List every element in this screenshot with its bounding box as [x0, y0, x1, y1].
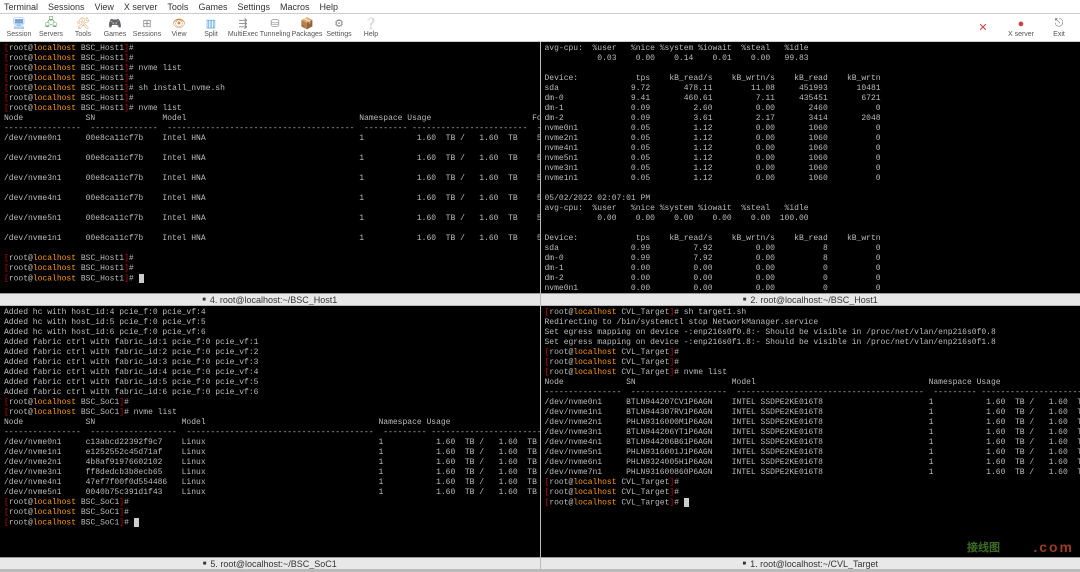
tool-help[interactable]: ❔Help	[356, 15, 386, 41]
split-icon: ▥	[204, 17, 218, 31]
tool-split[interactable]: ▥Split	[196, 15, 226, 41]
menu-sessions[interactable]: Sessions	[48, 2, 85, 12]
tool-tunneling[interactable]: ⛁Tunneling	[260, 15, 290, 41]
menu-terminal[interactable]: Terminal	[4, 2, 38, 12]
menu-tools[interactable]: Tools	[167, 2, 188, 12]
tool-settings[interactable]: ⚙Settings	[324, 15, 354, 41]
pane-bottom-right[interactable]: [root@localhost CVL_Target]# sh target1.…	[541, 306, 1080, 569]
tool-view[interactable]: 👁View	[164, 15, 194, 41]
tool-packages[interactable]: 📦Packages	[292, 15, 322, 41]
tool-tools[interactable]: 🛠Tools	[68, 15, 98, 41]
pane-status-bl: ■5. root@localhost:~/BSC_SoC1	[0, 557, 540, 569]
close-icon: ✕	[976, 21, 990, 35]
menu-macros[interactable]: Macros	[280, 2, 310, 12]
menu-settings[interactable]: Settings	[237, 2, 270, 12]
menu-x-server[interactable]: X server	[124, 2, 158, 12]
view-icon: 👁	[172, 17, 186, 31]
packages-icon: 📦	[300, 17, 314, 31]
tool-session[interactable]: 🖥Session	[4, 15, 34, 41]
pane-status-br: ■1. root@localhost:~/CVL_Target	[541, 557, 1080, 569]
tool-games[interactable]: 🎮Games	[100, 15, 130, 41]
menubar[interactable]: Terminal Sessions View X server Tools Games Se…	[0, 0, 1080, 14]
tool-servers[interactable]: 🖧Servers	[36, 15, 66, 41]
pane-status-tr: ■2. root@localhost:~/BSC_Host1	[541, 293, 1080, 305]
xserver-icon: ●	[1014, 17, 1028, 31]
servers-icon: 🖧	[44, 17, 58, 31]
games-icon: 🎮	[108, 17, 122, 31]
pane-status-tl: ■4. root@localhost:~/BSC_Host1	[0, 293, 540, 305]
sessions-icon: ⊞	[140, 17, 154, 31]
menu-games[interactable]: Games	[198, 2, 227, 12]
pane-bottom-left[interactable]: Added hc with host_id:4 pcie_f:0 pcie_vf…	[0, 306, 540, 569]
terminal-panes: [root@localhost BSC_Host1]# [root@localh…	[0, 42, 1080, 572]
toolbar-left: 🖥Session🖧Servers🛠Tools🎮Games⊞Sessions👁Vi…	[4, 15, 386, 41]
tool-multiexec[interactable]: ⇶MultiExec	[228, 15, 258, 41]
tunneling-icon: ⛁	[268, 17, 282, 31]
settings-icon: ⚙	[332, 17, 346, 31]
tool-close[interactable]: ✕	[968, 15, 998, 41]
tool-exit[interactable]: ⎋Exit	[1044, 15, 1074, 41]
toolbar: 🖥Session🖧Servers🛠Tools🎮Games⊞Sessions👁Vi…	[0, 14, 1080, 42]
menu-help[interactable]: Help	[320, 2, 339, 12]
exit-icon: ⎋	[1052, 17, 1066, 31]
tool-xserver[interactable]: ●X server	[1006, 15, 1036, 41]
tool-sessions[interactable]: ⊞Sessions	[132, 15, 162, 41]
pane-top-left[interactable]: [root@localhost BSC_Host1]# [root@localh…	[0, 42, 540, 305]
multiexec-icon: ⇶	[236, 17, 250, 31]
toolbar-right: ✕ ●X server ⎋Exit	[968, 15, 1074, 41]
menu-view[interactable]: View	[95, 2, 114, 12]
tools-icon: 🛠	[76, 17, 90, 31]
help-icon: ❔	[364, 17, 378, 31]
pane-top-right[interactable]: avg-cpu: %user %nice %system %iowait %st…	[541, 42, 1080, 305]
session-icon: 🖥	[12, 17, 26, 31]
